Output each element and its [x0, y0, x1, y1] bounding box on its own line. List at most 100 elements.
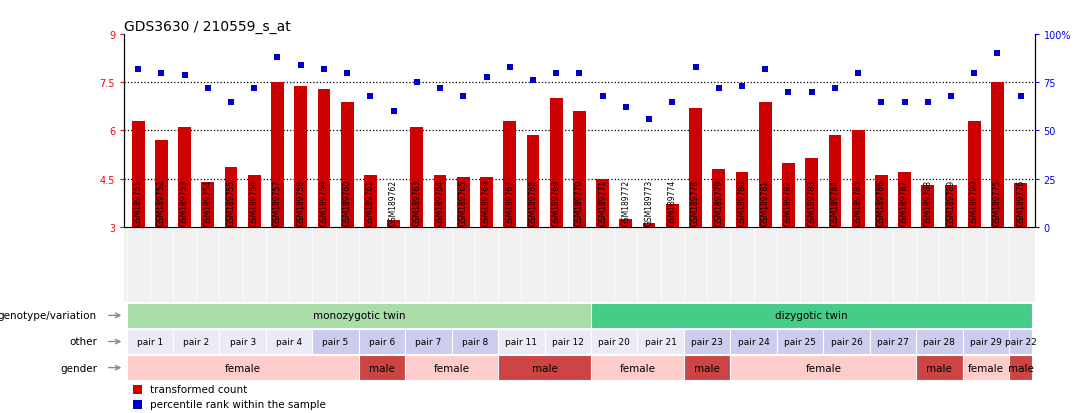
Point — [664, 99, 681, 106]
Bar — [434, 176, 446, 227]
Bar — [852, 131, 864, 227]
Text: monozygotic twin: monozygotic twin — [312, 311, 405, 320]
Point — [362, 93, 379, 100]
Point — [548, 70, 565, 77]
Text: gender: gender — [59, 363, 97, 373]
Point — [408, 80, 426, 86]
Text: transformed count: transformed count — [150, 384, 247, 394]
Bar — [498, 355, 591, 380]
Text: pair 1: pair 1 — [137, 337, 163, 346]
Text: pair 8: pair 8 — [462, 337, 488, 346]
Point — [826, 85, 843, 92]
Bar — [410, 128, 423, 227]
Point — [733, 84, 751, 90]
Point — [384, 109, 402, 115]
Text: pair 24: pair 24 — [738, 337, 769, 346]
Bar — [133, 385, 143, 394]
Bar — [945, 185, 957, 227]
Bar — [359, 355, 405, 380]
Point — [570, 70, 588, 77]
Bar — [295, 86, 307, 227]
Bar — [312, 329, 359, 354]
Point — [315, 66, 333, 73]
Point — [711, 85, 728, 92]
Point — [687, 64, 704, 71]
Text: pair 4: pair 4 — [276, 337, 302, 346]
Bar — [869, 329, 916, 354]
Bar — [266, 329, 312, 354]
Bar — [1009, 355, 1032, 380]
Bar — [684, 329, 730, 354]
Bar — [730, 355, 916, 380]
Point — [780, 89, 797, 96]
Bar — [503, 121, 516, 227]
Text: pair 3: pair 3 — [230, 337, 256, 346]
Point — [524, 78, 541, 85]
Point — [989, 51, 1007, 57]
Bar — [132, 121, 145, 227]
Bar — [126, 329, 173, 354]
Bar — [899, 173, 910, 227]
Bar — [620, 219, 632, 227]
Bar — [544, 329, 591, 354]
Point — [1012, 93, 1029, 100]
Bar — [133, 400, 143, 409]
Bar — [962, 355, 1009, 380]
Bar — [875, 176, 888, 227]
Bar — [730, 329, 777, 354]
Point — [222, 99, 240, 106]
Text: pair 7: pair 7 — [416, 337, 442, 346]
Point — [455, 93, 472, 100]
Text: percentile rank within the sample: percentile rank within the sample — [150, 399, 325, 409]
Text: pair 25: pair 25 — [784, 337, 816, 346]
Text: male: male — [369, 363, 395, 373]
Bar — [823, 329, 869, 354]
Text: female: female — [968, 363, 1004, 373]
Bar — [573, 112, 585, 227]
Text: pair 2: pair 2 — [184, 337, 210, 346]
Text: pair 23: pair 23 — [691, 337, 724, 346]
Text: female: female — [806, 363, 841, 373]
Bar — [364, 176, 377, 227]
Bar — [806, 158, 818, 227]
Text: male: male — [694, 363, 720, 373]
Text: female: female — [434, 363, 470, 373]
Text: genotype/variation: genotype/variation — [0, 311, 97, 320]
Point — [919, 99, 936, 106]
Text: pair 12: pair 12 — [552, 337, 584, 346]
Bar — [126, 355, 359, 380]
Bar — [591, 303, 1032, 328]
Bar — [248, 176, 260, 227]
Bar — [828, 136, 841, 227]
Point — [130, 66, 147, 73]
Text: female: female — [620, 363, 656, 373]
Bar — [481, 178, 492, 227]
Point — [966, 70, 983, 77]
Point — [152, 70, 170, 77]
Text: pair 29: pair 29 — [970, 337, 1002, 346]
Point — [431, 85, 448, 92]
Point — [176, 72, 193, 79]
Bar — [713, 169, 725, 227]
Point — [501, 64, 518, 71]
Point — [640, 116, 658, 123]
Bar — [968, 121, 981, 227]
Bar — [666, 205, 678, 227]
Text: pair 21: pair 21 — [645, 337, 677, 346]
Bar — [405, 355, 498, 380]
Text: male: male — [1008, 363, 1034, 373]
Bar — [921, 185, 934, 227]
Point — [757, 66, 774, 73]
Text: GDS3630 / 210559_s_at: GDS3630 / 210559_s_at — [124, 20, 291, 34]
Text: pair 5: pair 5 — [323, 337, 349, 346]
Bar — [1014, 184, 1027, 227]
Bar — [388, 221, 400, 227]
Point — [292, 62, 309, 69]
Bar — [759, 102, 771, 227]
Point — [477, 74, 495, 81]
Text: pair 27: pair 27 — [877, 337, 909, 346]
Point — [269, 55, 286, 62]
Bar — [782, 163, 795, 227]
Point — [850, 70, 867, 77]
Bar — [591, 355, 684, 380]
